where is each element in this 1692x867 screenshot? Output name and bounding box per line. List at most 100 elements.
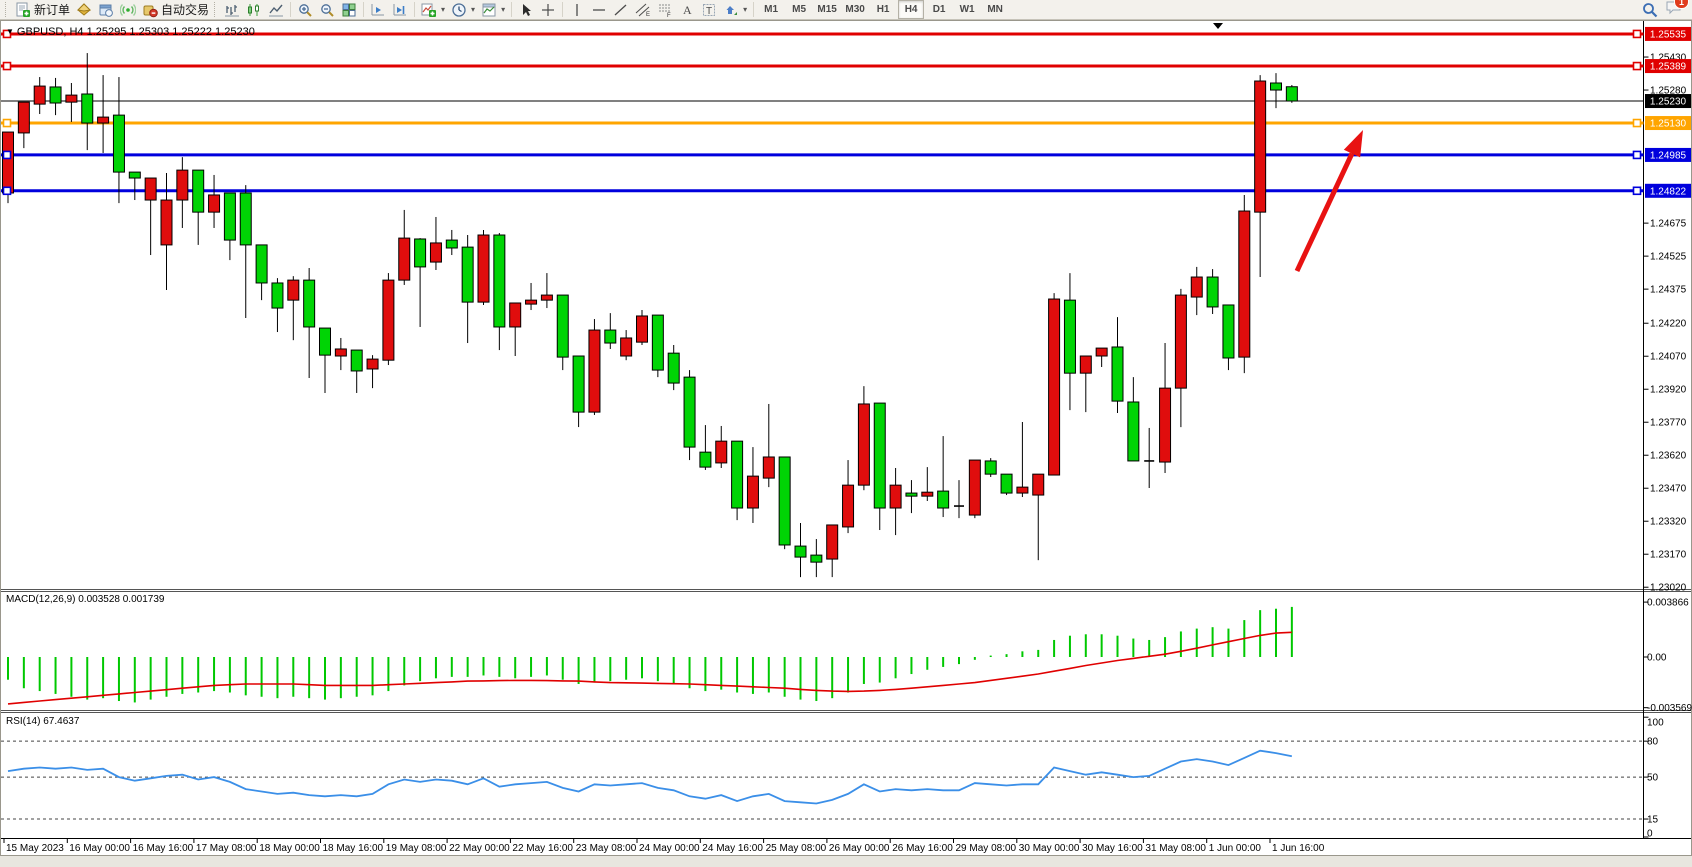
timeframe-button-W1[interactable]: W1 bbox=[959, 4, 975, 15]
candle-body[interactable] bbox=[366, 358, 379, 370]
candle-body[interactable] bbox=[160, 199, 173, 246]
candle-body[interactable] bbox=[81, 93, 94, 124]
candle-body[interactable] bbox=[1016, 486, 1029, 494]
tile-windows-button[interactable] bbox=[338, 1, 360, 19]
candle-body[interactable] bbox=[1270, 82, 1282, 91]
candle-body[interactable] bbox=[1222, 304, 1235, 359]
candle-body[interactable] bbox=[921, 491, 934, 497]
candle-body[interactable] bbox=[287, 279, 300, 301]
candle-body[interactable] bbox=[905, 492, 918, 497]
candle-body[interactable] bbox=[572, 355, 585, 413]
timeframe-button-M5[interactable]: M5 bbox=[792, 4, 807, 15]
crosshair-tool-button[interactable] bbox=[537, 1, 559, 19]
candle-body[interactable] bbox=[636, 315, 648, 343]
candle-body[interactable] bbox=[398, 237, 411, 281]
candle-body[interactable] bbox=[857, 403, 870, 486]
toolbar-grip[interactable] bbox=[5, 2, 10, 17]
chart-shift-marker[interactable] bbox=[1213, 23, 1223, 29]
cursor-tool-button[interactable] bbox=[515, 1, 537, 19]
channel-tool-button[interactable]: E bbox=[632, 1, 654, 19]
candle-body[interactable] bbox=[604, 329, 617, 344]
timeframe-button-D1[interactable]: D1 bbox=[932, 4, 946, 15]
candle-body[interactable] bbox=[1032, 473, 1045, 496]
timeframe-button-M1[interactable]: M1 bbox=[764, 4, 779, 15]
line-handle[interactable] bbox=[2, 118, 12, 128]
line-handle[interactable] bbox=[1632, 61, 1642, 71]
candle-body[interactable] bbox=[810, 554, 823, 563]
chart-shift-button[interactable] bbox=[389, 1, 411, 19]
candle-body[interactable] bbox=[414, 238, 427, 268]
candle-body[interactable] bbox=[255, 244, 268, 284]
candle-body[interactable] bbox=[1127, 401, 1140, 462]
candle-body[interactable] bbox=[1285, 86, 1298, 102]
line-handle[interactable] bbox=[1632, 186, 1642, 196]
new-order-button[interactable]: 新订单 bbox=[12, 1, 73, 19]
candle-body[interactable] bbox=[271, 282, 284, 309]
candle-body[interactable] bbox=[208, 194, 221, 213]
candle-body[interactable] bbox=[17, 101, 30, 134]
candle-body[interactable] bbox=[651, 314, 664, 371]
candle-body[interactable] bbox=[97, 116, 110, 124]
candle-body[interactable] bbox=[968, 459, 981, 516]
search-icon[interactable] bbox=[1641, 1, 1659, 19]
candle-body[interactable] bbox=[1206, 276, 1219, 308]
candle-body[interactable] bbox=[319, 327, 331, 356]
toolbar-grip[interactable] bbox=[214, 2, 219, 17]
candle-body[interactable] bbox=[699, 451, 712, 468]
candle-body[interactable] bbox=[1159, 387, 1172, 463]
candle-body[interactable] bbox=[620, 337, 633, 357]
candle-body[interactable] bbox=[556, 294, 569, 358]
zoom-out-button[interactable] bbox=[316, 1, 338, 19]
data-window-button[interactable] bbox=[95, 1, 117, 19]
candle-body[interactable] bbox=[1079, 355, 1092, 374]
candle-body[interactable] bbox=[509, 302, 522, 328]
candle-body[interactable] bbox=[65, 94, 78, 103]
text-tool-button[interactable]: A bbox=[676, 1, 698, 19]
horizontal-line-tool-button[interactable] bbox=[588, 1, 610, 19]
annotation-arrow-head[interactable] bbox=[1343, 130, 1363, 158]
candle-body[interactable] bbox=[2, 131, 14, 194]
candle-body[interactable] bbox=[128, 171, 141, 179]
line-handle[interactable] bbox=[2, 186, 12, 196]
line-handle[interactable] bbox=[2, 150, 12, 160]
periods-button[interactable]: ▾ bbox=[448, 1, 478, 19]
line-handle[interactable] bbox=[1632, 118, 1642, 128]
candle-body[interactable] bbox=[493, 234, 506, 328]
candle-body[interactable] bbox=[1000, 473, 1013, 494]
market-watch-button[interactable] bbox=[73, 1, 95, 19]
candle-body[interactable] bbox=[826, 524, 839, 560]
timeframe-button-MN[interactable]: MN bbox=[987, 4, 1003, 15]
candle-body[interactable] bbox=[683, 376, 696, 448]
candle-body[interactable] bbox=[1174, 294, 1187, 389]
templates-button[interactable]: ▾ bbox=[478, 1, 508, 19]
candle-body[interactable] bbox=[1111, 346, 1124, 402]
candle-body[interactable] bbox=[1095, 347, 1108, 357]
notifications-button[interactable]: 1 bbox=[1665, 0, 1689, 21]
candle-body[interactable] bbox=[223, 192, 236, 241]
timeframe-button-H4[interactable]: H4 bbox=[898, 0, 925, 19]
line-handle[interactable] bbox=[1632, 150, 1642, 160]
candle-body[interactable] bbox=[350, 349, 363, 372]
candle-body[interactable] bbox=[715, 440, 728, 464]
timeframe-button-M15[interactable]: M15 bbox=[817, 4, 837, 15]
timeframe-button-M30[interactable]: M30 bbox=[845, 4, 865, 15]
candle-body[interactable] bbox=[382, 279, 395, 361]
candle-body[interactable] bbox=[1254, 80, 1267, 213]
candle-body[interactable] bbox=[667, 352, 680, 384]
candle-body[interactable] bbox=[176, 169, 189, 201]
candle-body[interactable] bbox=[746, 475, 759, 509]
candle-body[interactable] bbox=[49, 86, 62, 104]
candle-body[interactable] bbox=[842, 484, 855, 528]
candle-body[interactable] bbox=[873, 402, 886, 509]
candle-body[interactable] bbox=[525, 299, 538, 305]
candle-body[interactable] bbox=[144, 177, 157, 201]
candle-body[interactable] bbox=[33, 85, 46, 105]
candle-chart-button[interactable] bbox=[243, 1, 265, 19]
label-tool-button[interactable]: T bbox=[698, 1, 720, 19]
candle-body[interactable] bbox=[937, 490, 950, 509]
line-handle[interactable] bbox=[2, 29, 12, 39]
auto-scroll-button[interactable] bbox=[367, 1, 389, 19]
auto-trading-button[interactable]: 自动交易 bbox=[139, 1, 212, 19]
